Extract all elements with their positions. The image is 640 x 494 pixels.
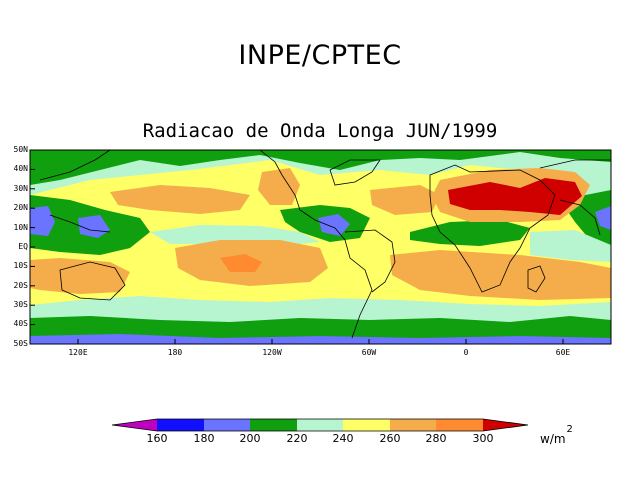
lat-label: 40S: [13, 319, 28, 328]
colorbar-swatch: [436, 419, 483, 431]
map-ticks: [30, 149, 564, 345]
colorbar-swatch: [297, 419, 343, 431]
map-subtitle: Radiacao de Onda Longa JUN/1999: [142, 120, 498, 142]
lat-label: 30N: [13, 184, 28, 193]
units-exponent: 2: [566, 424, 573, 435]
lon-label: 60W: [361, 348, 377, 357]
colorbar-label: 280: [425, 432, 447, 445]
colorbar-label: 300: [472, 432, 494, 445]
colorbar-label: 180: [193, 432, 215, 445]
lat-label: EQ: [18, 242, 28, 251]
colorbar-label: 200: [239, 432, 261, 445]
page-title: INPE/CPTEC: [238, 40, 402, 71]
lon-label: 180: [167, 348, 183, 357]
lat-label: 20S: [13, 281, 28, 290]
units-base: w/m: [540, 432, 566, 446]
units-label: w/m2: [540, 424, 573, 446]
colorbar-swatch: [343, 419, 390, 431]
colorbar-swatch: [390, 419, 436, 431]
colorbar-label: 220: [286, 432, 308, 445]
lat-label: 30S: [13, 300, 28, 309]
lon-label: 120E: [68, 348, 88, 357]
colorbar-label: 260: [379, 432, 401, 445]
lat-label: 50N: [13, 145, 28, 154]
colorbar-swatch: [204, 419, 250, 431]
colorbar-swatch: [250, 419, 297, 431]
lat-label: 10S: [13, 261, 28, 270]
lon-label: 120W: [262, 348, 282, 357]
lon-label: 60E: [555, 348, 571, 357]
lon-label: 0: [463, 348, 469, 357]
lat-label: 10N: [13, 223, 28, 232]
lat-label: 20N: [13, 203, 28, 212]
colorbar-swatch: [157, 419, 204, 431]
lat-label: 40N: [13, 164, 28, 173]
coastlines: [39, 150, 611, 339]
olr-field: [30, 150, 611, 344]
colorbar-label: 160: [146, 432, 168, 445]
colorbar-swatch: [112, 419, 157, 431]
colorbar-label: 240: [332, 432, 354, 445]
colorbar: [111, 418, 529, 432]
lat-label: 50S: [13, 339, 28, 348]
colorbar-swatch: [483, 419, 528, 431]
